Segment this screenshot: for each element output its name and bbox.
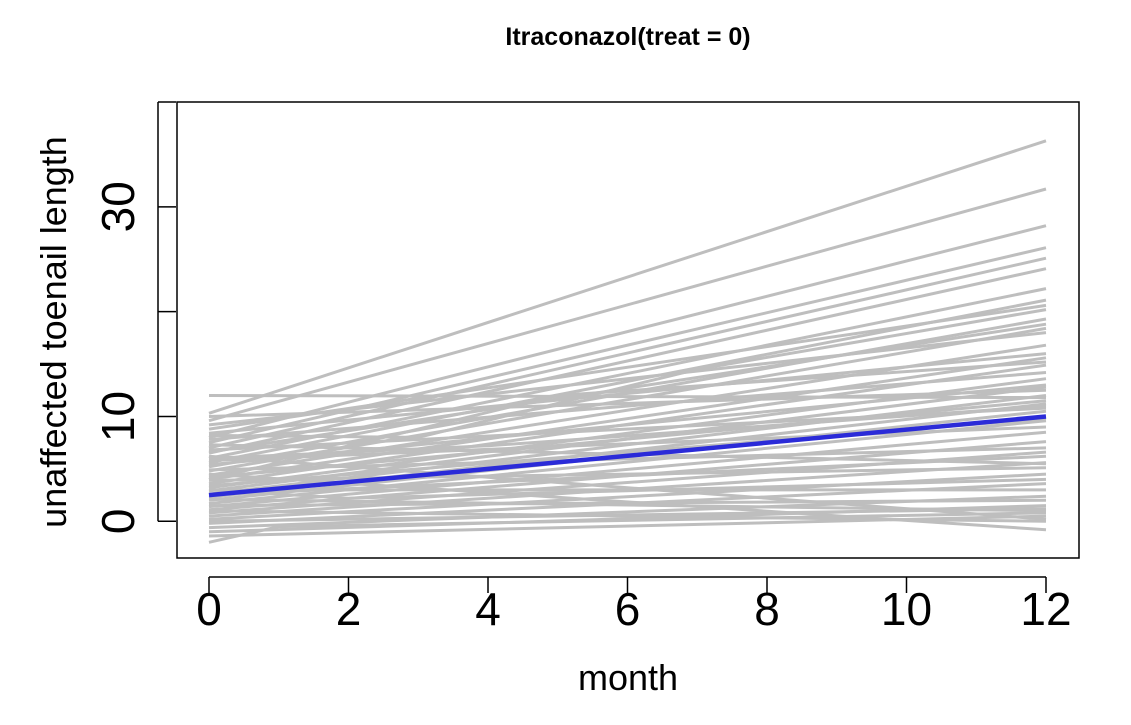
chart-title: Itraconazol(treat = 0) — [505, 23, 750, 51]
x-tick-label-5: 10 — [881, 583, 932, 635]
y-tick-label-1: 10 — [92, 391, 144, 442]
individual-line-12 — [208, 331, 1047, 427]
mean-line — [208, 414, 1047, 498]
y-axis: 0 10 30 — [92, 101, 176, 535]
individual-line-54 — [208, 360, 1047, 481]
individual-line-26 — [208, 430, 1047, 509]
individual-line-46 — [208, 454, 1047, 497]
x-axis-label: month — [578, 657, 678, 698]
individual-line-1 — [208, 139, 1047, 415]
individual-line-19 — [208, 388, 1047, 418]
x-tick-label-1: 2 — [336, 583, 362, 635]
individual-line-16 — [208, 371, 1047, 441]
individual-line-50 — [208, 507, 1047, 523]
x-tick-label-3: 6 — [615, 583, 641, 635]
y-tick-label-0: 0 — [92, 509, 144, 535]
x-tick-label-6: 12 — [1020, 583, 1071, 635]
y-axis-label: unaffected toenail length — [33, 136, 74, 528]
y-tick-label-3: 30 — [92, 181, 144, 232]
x-axis: 0 2 4 6 8 10 12 — [196, 576, 1072, 635]
individual-line-43 — [208, 352, 1047, 435]
individual-line-2 — [208, 187, 1047, 423]
x-tick-label-4: 8 — [754, 583, 780, 635]
individual-line-14 — [208, 356, 1047, 481]
individual-series-group — [208, 139, 1047, 544]
plot-frame — [176, 101, 1080, 559]
individual-line-6 — [208, 267, 1047, 455]
individual-line-47 — [208, 498, 1047, 508]
individual-line-53 — [208, 308, 1047, 439]
individual-line-39 — [208, 454, 1047, 521]
mean-series-group — [208, 414, 1047, 498]
individual-line-3 — [208, 224, 1047, 439]
x-tick-label-0: 0 — [196, 583, 222, 635]
individual-line-25 — [208, 425, 1047, 462]
individual-line-31 — [208, 466, 1047, 482]
x-tick-label-2: 4 — [475, 583, 501, 635]
individual-line-5 — [208, 256, 1047, 450]
individual-line-52 — [208, 404, 1047, 460]
individual-line-51 — [208, 511, 1047, 544]
individual-line-49 — [208, 399, 1047, 479]
individual-line-48 — [208, 322, 1047, 454]
